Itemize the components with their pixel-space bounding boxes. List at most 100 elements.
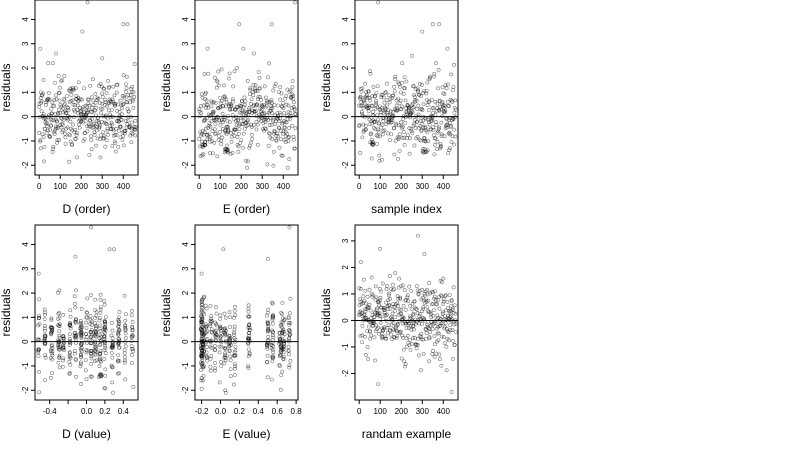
data-point [436,338,441,343]
data-point [84,377,89,381]
data-point [103,144,108,149]
data-point [101,136,106,141]
data-point [433,297,438,302]
data-point [89,351,94,355]
x-tick-label: 300 [96,182,110,191]
data-point [223,147,228,152]
data-point [402,364,407,369]
data-point [392,287,397,292]
data-point [50,104,55,108]
data-point [93,92,98,96]
data-point [68,362,73,367]
data-point [100,56,105,61]
data-point [287,352,292,357]
data-point [75,103,80,108]
data-point [97,375,101,379]
data-point [130,325,135,330]
data-point [100,107,105,112]
data-point [285,132,290,136]
data-point [431,110,435,115]
data-point [364,93,369,98]
data-point [286,344,291,349]
data-point [63,135,68,140]
data-point [73,254,78,259]
data-point [423,115,428,120]
data-point [219,142,224,146]
data-point [53,126,58,131]
data-point [424,149,429,154]
data-point [55,126,60,131]
data-point [49,317,54,322]
data-point [79,332,84,337]
data-point [39,109,44,114]
data-point [448,328,453,333]
data-point [37,322,42,327]
data-point [416,233,420,238]
data-point [236,150,241,154]
data-point [235,135,240,139]
data-point [102,356,107,361]
data-point [255,142,260,147]
data-point [402,142,407,147]
data-point [106,79,110,83]
data-point [50,61,55,66]
data-point [123,119,128,123]
data-point [452,303,457,308]
data-point [373,284,378,289]
data-point [108,114,113,119]
data-point [114,90,119,95]
data-point [277,364,282,368]
data-point [293,126,298,131]
data-point [270,356,275,361]
data-point [83,358,88,363]
data-point [101,86,106,91]
data-point [84,113,89,118]
data-point [292,146,297,151]
data-point [208,368,213,373]
data-point [105,116,110,121]
data-point [117,338,122,343]
data-point [131,385,136,389]
data-point [109,365,114,369]
data-point [411,123,416,128]
data-point [46,91,51,95]
data-point [52,132,57,136]
data-point [367,122,372,127]
data-point [125,100,130,105]
data-point [374,98,378,103]
data-point [271,163,276,168]
data-point [410,130,415,135]
data-point [414,346,419,351]
data-point [61,358,65,363]
data-point [280,369,285,374]
data-point [130,99,135,104]
data-point [374,133,379,138]
data-point [102,298,107,303]
data-point [226,150,231,155]
data-point [373,93,378,98]
data-point [379,289,383,294]
data-point [130,347,134,351]
data-point [129,353,134,357]
data-point [201,152,206,157]
data-point [223,332,227,336]
data-point [389,337,394,341]
data-point [407,343,412,347]
data-point [265,342,269,347]
data-point [246,309,251,314]
data-point [409,327,414,332]
data-point [281,106,286,111]
data-point [399,307,404,312]
data-point [421,118,425,123]
data-point [402,347,406,352]
data-point [270,314,275,319]
data-point [55,119,60,124]
plot-frame [34,0,139,176]
data-point [105,128,110,133]
data-point [419,94,423,98]
data-point [392,152,397,157]
y-tick-label: 3 [181,41,190,46]
data-point [446,151,451,155]
data-point [65,125,70,130]
data-point [66,108,71,113]
